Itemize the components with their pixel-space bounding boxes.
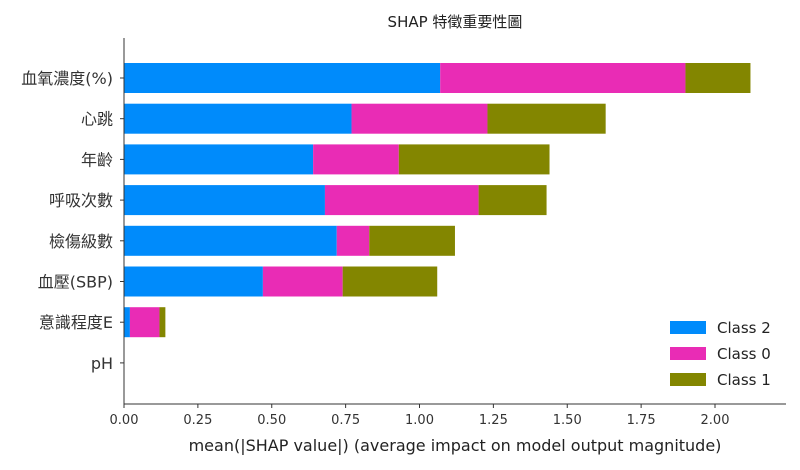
bar-segment	[124, 103, 352, 134]
bar-segment	[478, 185, 547, 216]
bar-segment	[487, 103, 606, 134]
x-tick-label: 2.00	[701, 413, 730, 428]
bar-segment	[313, 144, 399, 175]
bar-segment	[124, 144, 314, 175]
bar-segment	[685, 63, 751, 93]
x-tick-label: 1.50	[553, 413, 582, 428]
bar-area	[124, 63, 751, 338]
bar-segment	[440, 63, 686, 93]
y-tick-label: 意識程度E	[39, 313, 113, 332]
legend-swatch	[670, 347, 706, 360]
x-tick-label: 0.00	[110, 413, 139, 428]
bar-segment	[398, 144, 550, 175]
bar-segment	[124, 266, 263, 297]
x-tick-label: 0.75	[331, 413, 360, 428]
bar-segment	[336, 225, 370, 256]
bar-segment	[124, 307, 130, 338]
y-tick-label: 心跳	[81, 110, 113, 129]
chart-title: SHAP 特徵重要性圖	[388, 13, 523, 31]
bar-segment	[351, 103, 488, 134]
y-tick-label: 呼吸次數	[49, 191, 113, 210]
x-tick-label: 0.25	[183, 413, 212, 428]
legend-label: Class 2	[717, 319, 771, 337]
y-tick-label: 年齡	[81, 150, 113, 169]
bar-segment	[159, 307, 166, 338]
bar-segment	[124, 225, 337, 256]
bar-segment	[342, 266, 438, 297]
x-tick-label: 1.75	[627, 413, 656, 428]
x-axis: 0.00 0.25 0.50 0.75 1.00 1.25 1.50 1.75 2.00	[110, 403, 786, 428]
bar-segment	[324, 185, 479, 216]
y-tick-label: pH	[91, 354, 113, 373]
y-tick-label: 檢傷級數	[49, 232, 113, 251]
legend-label: Class 1	[717, 371, 771, 389]
x-axis-label: mean(|SHAP value|) (average impact on mo…	[189, 436, 722, 455]
legend-swatch	[670, 321, 706, 334]
bar-segment	[262, 266, 343, 297]
bar-segment	[369, 225, 455, 256]
x-tick-label: 1.25	[479, 413, 508, 428]
y-tick-label: 血氧濃度(%)	[21, 69, 113, 88]
bar-segment	[129, 307, 160, 338]
x-tick-label: 0.50	[257, 413, 286, 428]
bar-segment	[124, 185, 325, 216]
y-tick-label: 血壓(SBP)	[38, 273, 113, 292]
bar-segment	[124, 63, 441, 93]
legend-label: Class 0	[717, 345, 771, 363]
legend: Class 2 Class 0 Class 1	[670, 319, 771, 389]
legend-swatch	[670, 373, 706, 386]
x-tick-label: 1.00	[405, 413, 434, 428]
